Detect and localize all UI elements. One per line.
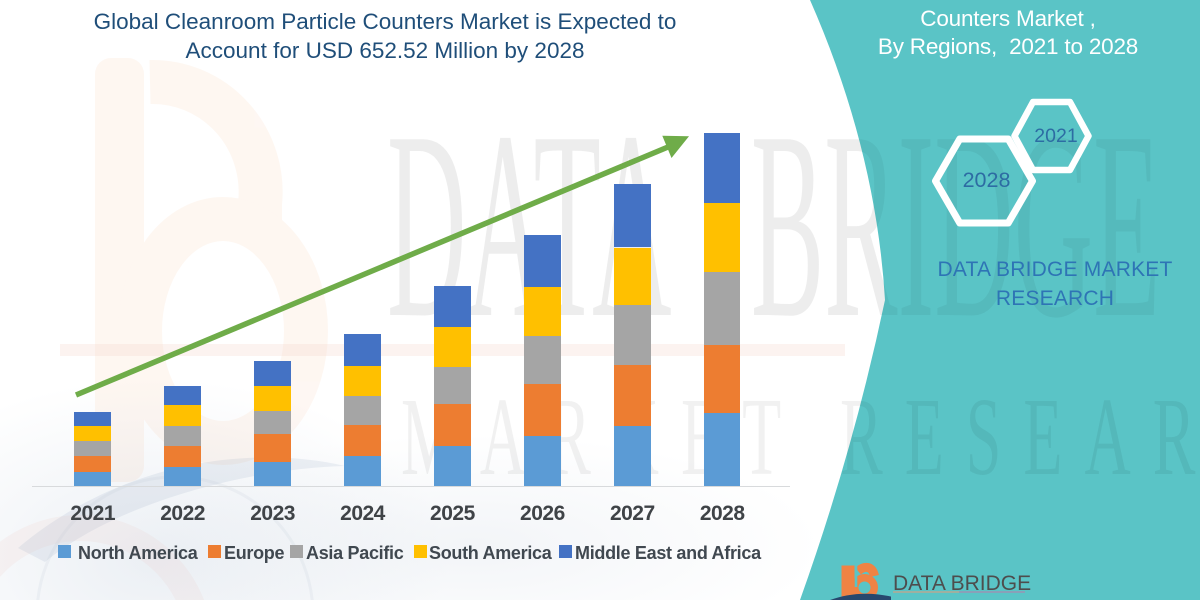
svg-text:2021: 2021 <box>1034 125 1077 147</box>
svg-text:2028: 2028 <box>963 168 1011 192</box>
svg-text:MARKET RESEARCH: MARKET RESEARCH <box>401 375 1200 499</box>
